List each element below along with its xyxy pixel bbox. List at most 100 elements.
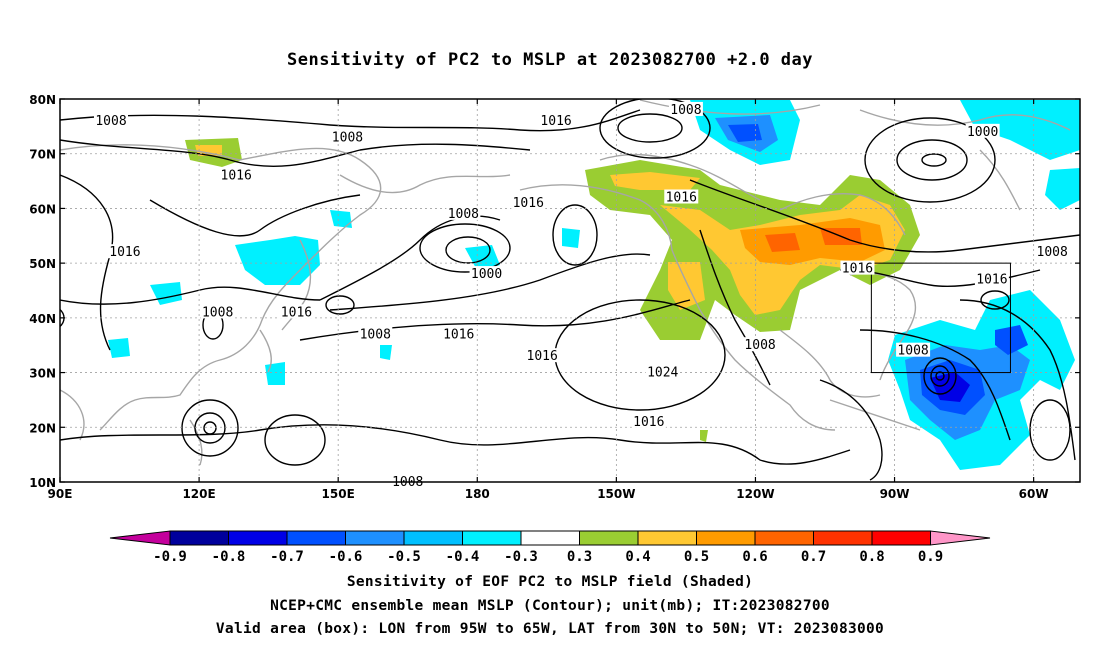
contour-label-bg — [358, 326, 393, 341]
lat-tick-label: 10N — [29, 476, 56, 490]
colorbar: -0.9 -0.8 -0.7 -0.6 -0.5 -0.4 -0.3 0.3 0.4 0.5 0.6… — [109, 530, 991, 565]
lat-tick-label: 30N — [29, 367, 56, 381]
coastlines — [60, 99, 1071, 466]
contour-labels: 1008 1008 1016 1016 1008 1016 1008 1016 1008 1000… — [94, 101, 1070, 490]
contour-label-bg — [974, 271, 1009, 286]
colorbar-segment — [286, 530, 346, 546]
lon-tick-label: 60W — [1019, 487, 1049, 501]
contour-label: 1008 — [360, 327, 391, 342]
lon-tick-label: 90W — [880, 487, 910, 501]
sensitivity-shading — [108, 100, 1080, 470]
colorbar-segment — [345, 530, 405, 546]
contour-label-bg — [896, 342, 931, 357]
contour-label: 1016 — [109, 245, 140, 260]
caption-line-1: Sensitivity of EOF PC2 to MSLP field (Sh… — [346, 574, 754, 590]
colorbar-label: -0.7 — [270, 549, 304, 565]
contour-label: 1016 — [443, 327, 474, 342]
contour-label: 1016 — [633, 415, 664, 430]
contour-label: 1008 — [332, 130, 363, 145]
colorbar-segment — [579, 530, 639, 546]
latitude-labels: 80N 70N 60N 50N 40N 30N 20N 10N — [29, 93, 1080, 490]
lat-tick-label: 80N — [29, 93, 56, 107]
colorbar-label: 0.5 — [684, 549, 709, 565]
colorbar-segment — [169, 530, 229, 546]
colorbar-label: 0.8 — [859, 549, 884, 565]
contour-label: 1008 — [95, 114, 126, 129]
colorbar-segment — [813, 530, 873, 546]
contour-label-bg — [525, 348, 560, 363]
chart-title: Sensitivity of PC2 to MSLP at 2023082700… — [286, 50, 813, 70]
contour-label: 1016 — [976, 273, 1007, 288]
contour-label-bg — [840, 260, 875, 275]
colorbar-label: -0.6 — [329, 549, 363, 565]
contour-label-bg — [446, 205, 481, 220]
lat-tick-label: 40N — [29, 312, 56, 326]
contour-label: 1016 — [842, 262, 873, 277]
colorbar-segment — [403, 530, 463, 546]
contour-label: 1024 — [647, 366, 678, 381]
contour-label-bg — [390, 474, 425, 488]
colorbar-segment — [520, 530, 580, 546]
contour-label-bg — [1035, 244, 1070, 259]
contour-label-bg — [441, 326, 476, 341]
lon-tick-label: 120E — [182, 487, 215, 501]
colorbar-segment — [462, 530, 522, 546]
colorbar-label: -0.5 — [387, 549, 421, 565]
lat-tick-label: 60N — [29, 202, 56, 216]
colorbar-label: -0.4 — [446, 549, 480, 565]
contour-label-bg — [631, 413, 666, 428]
colorbar-label: -0.3 — [504, 549, 538, 565]
contour-label-bg — [94, 112, 128, 127]
colorbar-label: 0.9 — [918, 549, 943, 565]
colorbar-left-arrow — [109, 530, 171, 546]
colorbar-right-arrow — [930, 530, 991, 546]
contour-label: 1008 — [448, 207, 479, 222]
contour-label-bg — [965, 123, 1000, 138]
contour-label-bg — [511, 194, 546, 209]
lat-tick-label: 50N — [29, 257, 56, 271]
colorbar-label: -0.9 — [153, 549, 187, 565]
longitude-labels: 90E 120E 150E 180 150W 120W 90W 60W — [48, 99, 1049, 501]
lat-tick-label: 20N — [29, 421, 56, 435]
lon-tick-label: 150W — [597, 487, 635, 501]
contour-label: 1008 — [897, 344, 928, 359]
contour-label-bg — [219, 167, 254, 182]
colorbar-label: 0.4 — [625, 549, 650, 565]
contour-label: 1000 — [471, 267, 502, 282]
contour-label-bg — [279, 304, 314, 319]
caption-line-2: NCEP+CMC ensemble mean MSLP (Contour); u… — [270, 598, 830, 614]
contour-label-bg — [107, 244, 142, 259]
lat-tick-label: 70N — [29, 148, 56, 162]
contour-label-bg — [200, 304, 235, 319]
contour-label-bg — [539, 112, 574, 127]
graticule — [60, 99, 1080, 482]
lon-tick-label: 120W — [736, 487, 774, 501]
map-frame — [59, 98, 1081, 483]
contour-label: 1016 — [513, 196, 544, 211]
contour-label: 1016 — [527, 349, 558, 364]
contour-label-bg — [645, 364, 680, 379]
contour-label: 1016 — [221, 169, 252, 184]
contour-label: 1000 — [967, 125, 998, 140]
contour-label-bg — [743, 337, 778, 352]
colorbar-segment — [696, 530, 756, 546]
lon-tick-label: 90E — [48, 487, 73, 501]
colorbar-segment — [637, 530, 697, 546]
contour-label: 1008 — [1037, 245, 1068, 260]
contour-label-bg — [330, 129, 365, 144]
contour-label: 1008 — [744, 338, 775, 353]
colorbar-label: 0.7 — [801, 549, 826, 565]
mslp-contours — [60, 99, 1080, 481]
colorbar-label: -0.8 — [212, 549, 246, 565]
contour-label-bg — [668, 101, 703, 116]
contour-label: 1008 — [670, 103, 701, 118]
lon-tick-label: 180 — [465, 487, 490, 501]
contour-label: 1016 — [540, 114, 571, 129]
contour-label-bg — [664, 189, 699, 204]
colorbar-segment — [754, 530, 814, 546]
colorbar-label: 0.3 — [567, 549, 592, 565]
valid-area-box — [870, 262, 1011, 374]
contour-label: 1016 — [281, 305, 312, 320]
colorbar-segment — [871, 530, 931, 546]
